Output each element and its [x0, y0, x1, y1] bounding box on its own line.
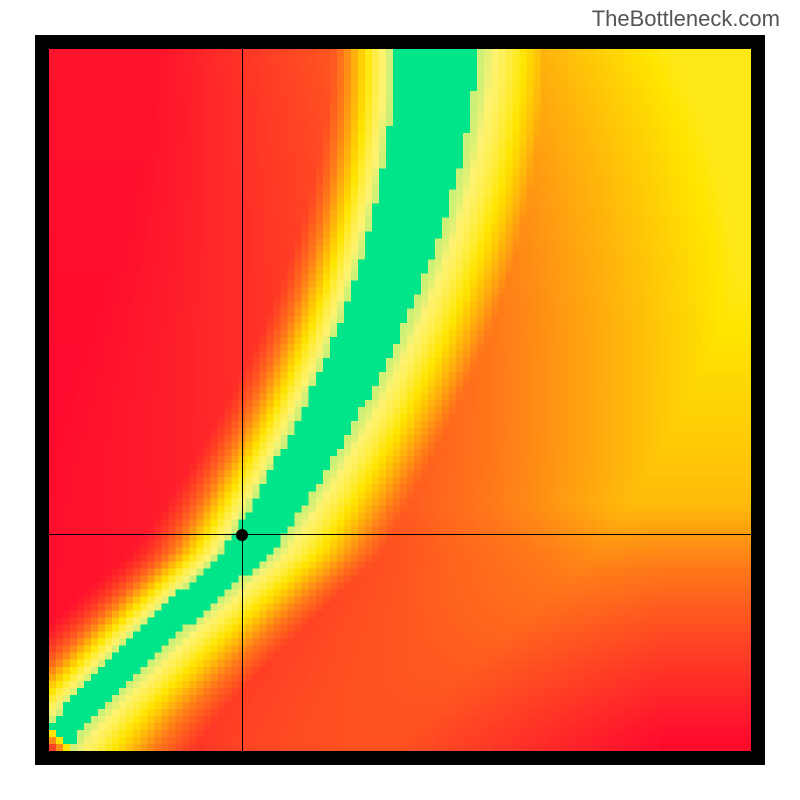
- crosshair-marker: [236, 529, 248, 541]
- crosshair-horizontal: [49, 534, 751, 535]
- heatmap-canvas: [49, 49, 751, 751]
- plot-frame: [35, 35, 765, 765]
- chart-wrapper: TheBottleneck.com: [0, 0, 800, 800]
- crosshair-vertical: [242, 49, 243, 751]
- watermark-text: TheBottleneck.com: [592, 6, 780, 32]
